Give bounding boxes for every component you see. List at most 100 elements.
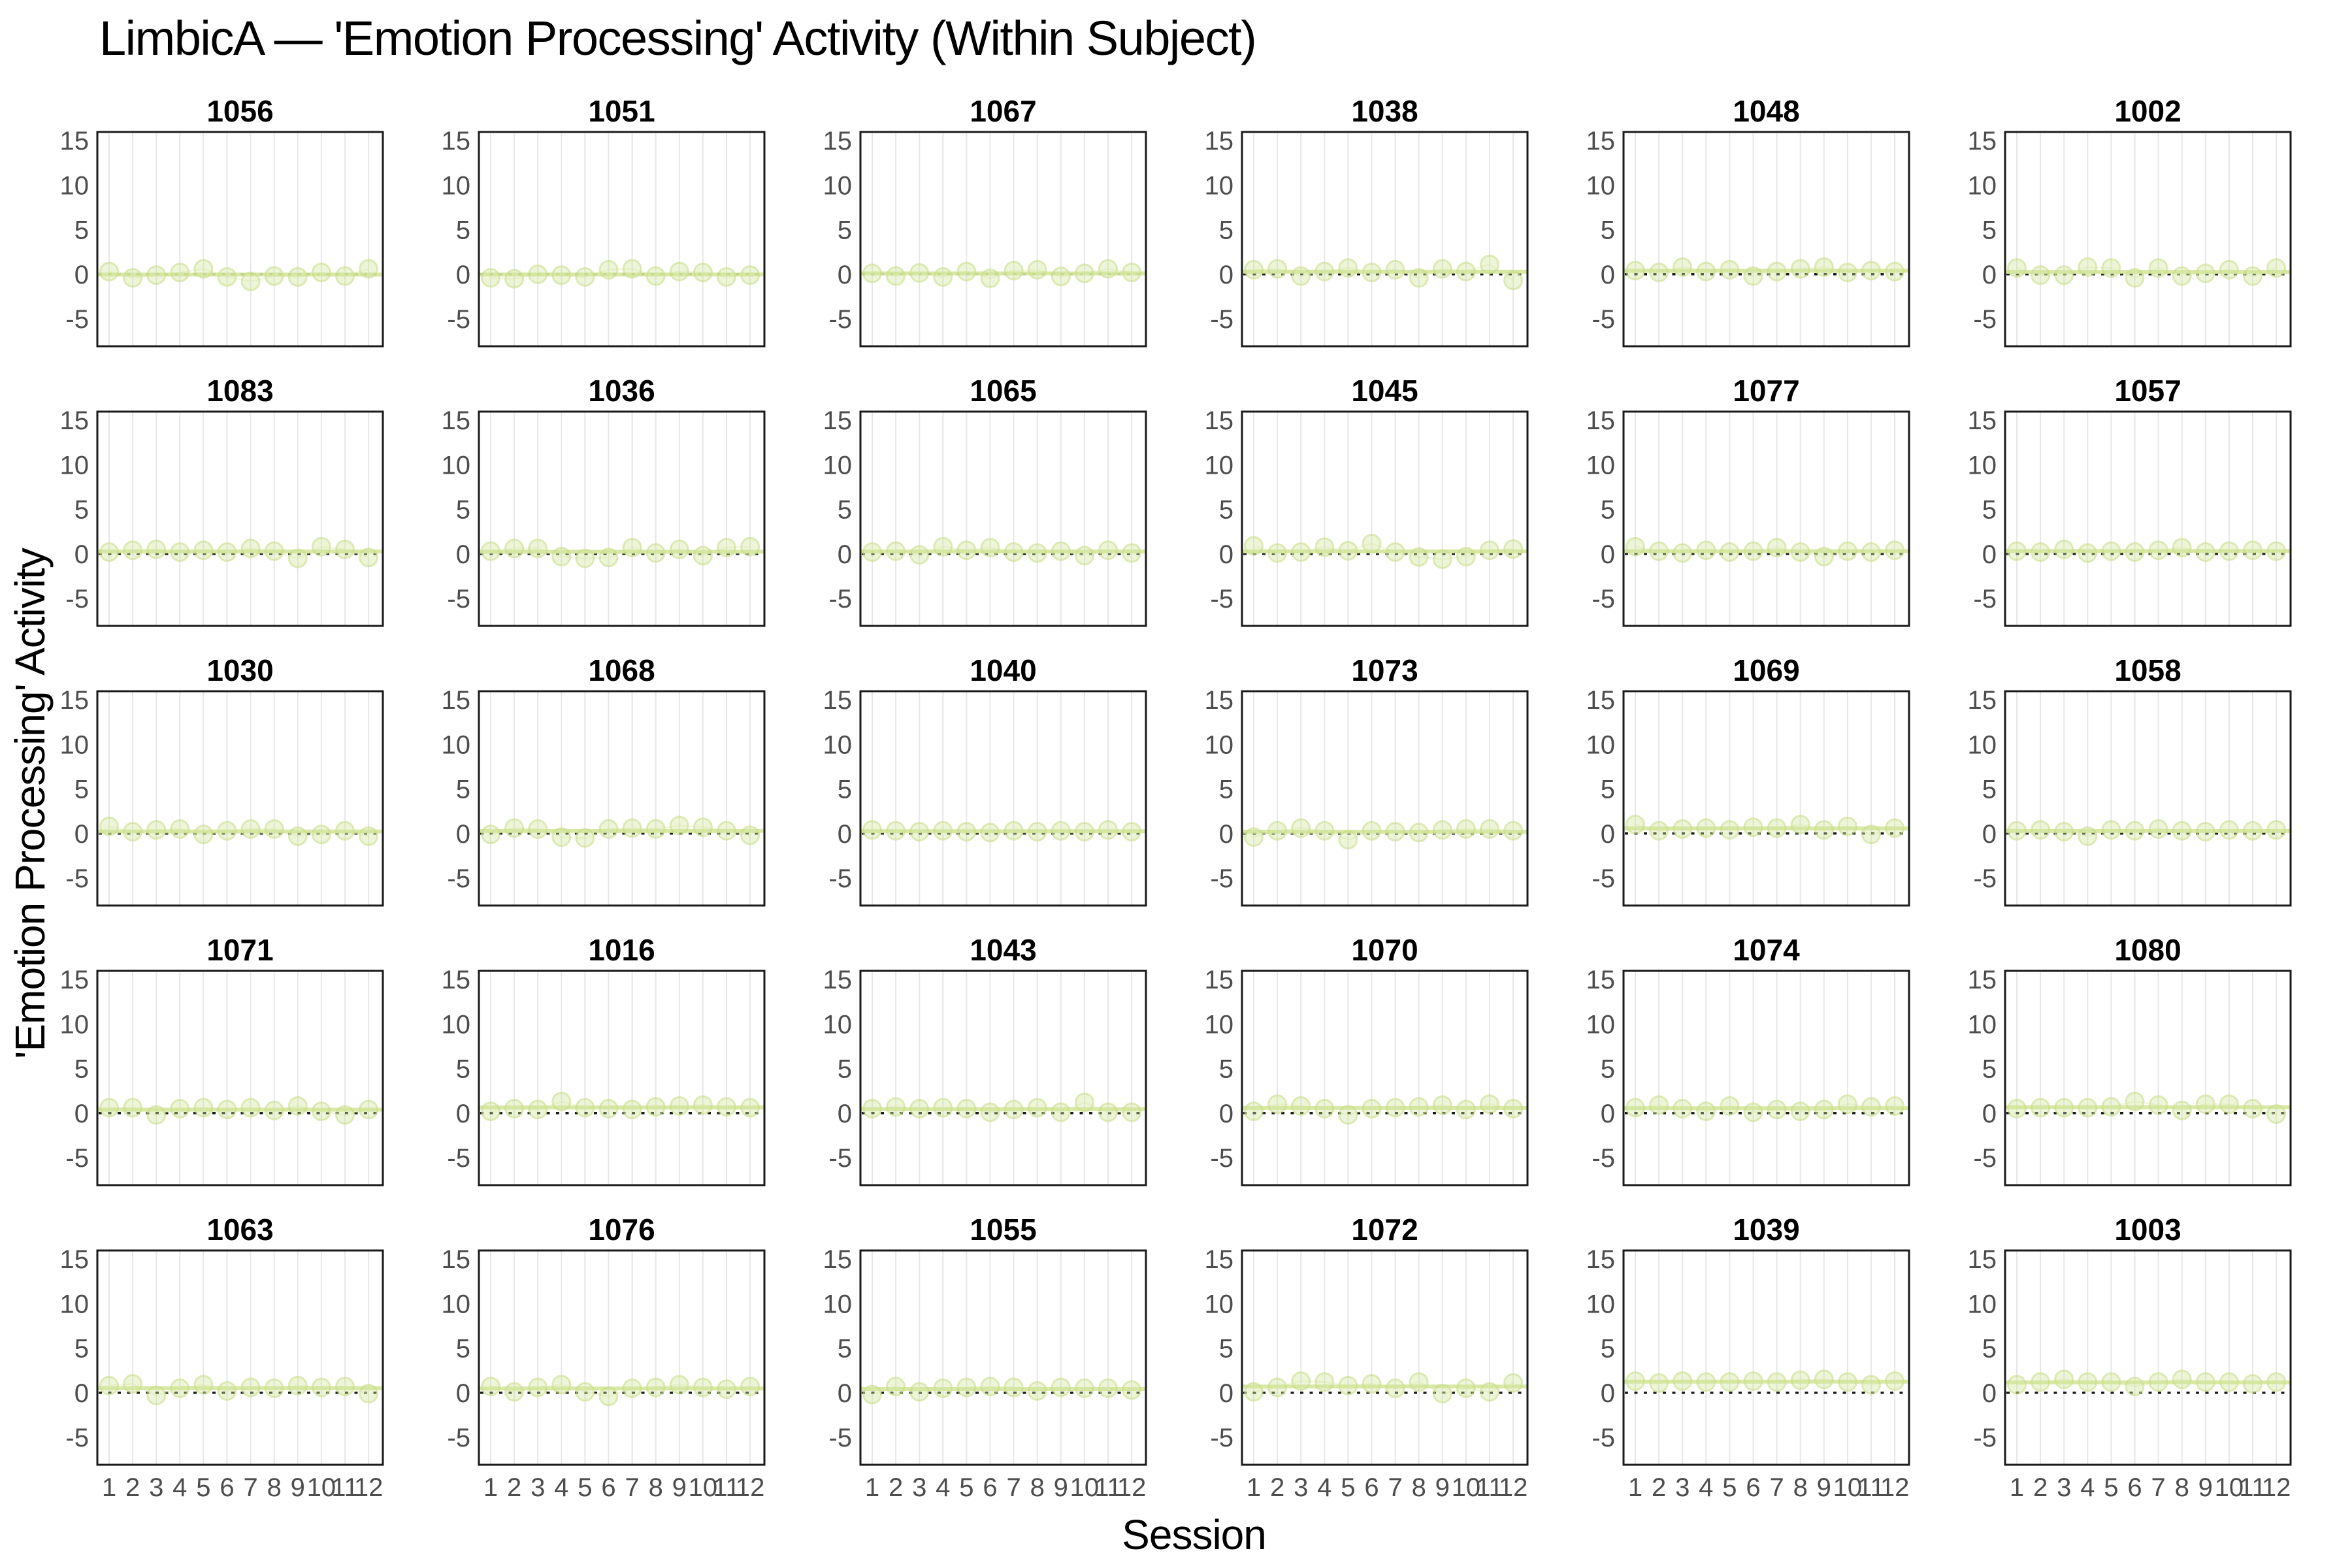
x-tick-label: 7 (1388, 1473, 1402, 1502)
data-point (1696, 818, 1716, 838)
connector-line (490, 825, 751, 839)
facet-panel-1048: 1048 15 10 5 0 -5 (1586, 94, 1910, 348)
data-point (1338, 1105, 1358, 1125)
panel-title: 1048 (1733, 94, 1799, 128)
data-point (99, 261, 119, 282)
data-point (1503, 821, 1524, 841)
data-point (956, 1098, 977, 1119)
data-point (2172, 266, 2192, 286)
data-point (740, 1377, 760, 1397)
data-point (956, 261, 977, 282)
data-point (1409, 1372, 1429, 1392)
data-point (2078, 826, 2098, 846)
data-point (693, 1377, 713, 1397)
data-point (1649, 821, 1669, 841)
data-point (1480, 1382, 1499, 1402)
y-tick-label: 5 (838, 776, 852, 804)
data-point (335, 266, 355, 286)
y-tick-label: 0 (1982, 1100, 1997, 1128)
y-tick-label: 15 (60, 966, 90, 994)
panel-border (96, 1249, 384, 1466)
data-point (217, 267, 237, 287)
x-tick-label: 3 (1294, 1473, 1308, 1502)
facet-panel-1070: 1070 15 10 5 0 -5 (1205, 933, 1529, 1186)
facet-panel-1058: 1058 15 10 5 0 -5 (1968, 653, 2292, 907)
data-point (2243, 821, 2262, 841)
data-point (1625, 1371, 1645, 1392)
data-point (1649, 263, 1669, 283)
data-point (717, 1097, 736, 1117)
data-point (598, 259, 619, 280)
panel-border (478, 1249, 766, 1466)
panel-title: 1076 (588, 1213, 655, 1247)
x-tick-label: 7 (243, 1473, 257, 1502)
data-point (2219, 820, 2239, 840)
data-point (551, 546, 572, 566)
data-point (693, 546, 713, 566)
y-tick-label: 15 (60, 686, 90, 715)
panel-title: 1071 (206, 933, 273, 967)
data-point (264, 819, 284, 839)
x-tick-label: 6 (983, 1473, 997, 1502)
facet-panel-1040: 1040 15 10 5 0 -5 (823, 653, 1147, 907)
data-point (2266, 820, 2287, 840)
data-point (1004, 1377, 1024, 1397)
x-tick-label: 5 (196, 1473, 210, 1502)
x-tick-label: 2 (125, 1473, 140, 1502)
data-point (1790, 815, 1810, 835)
data-point (1456, 261, 1476, 282)
data-point (1004, 821, 1024, 841)
y-tick-label: 15 (1586, 127, 1616, 155)
x-tick-label: 5 (2104, 1473, 2118, 1502)
data-point (622, 1100, 642, 1120)
y-tick-label: 15 (823, 127, 853, 155)
data-point (123, 540, 143, 561)
y-tick-label: -5 (828, 1144, 852, 1173)
data-point (598, 819, 619, 839)
data-point (2195, 263, 2215, 284)
data-point (481, 541, 500, 561)
panel-border (2004, 410, 2292, 627)
panel-title: 1069 (1733, 653, 1799, 687)
data-point (240, 1098, 261, 1118)
x-tick-label: 8 (1030, 1473, 1045, 1502)
data-point (1720, 1096, 1740, 1116)
panel-title: 1045 (1351, 374, 1418, 408)
y-tick-label: 0 (74, 540, 89, 569)
y-tick-label: 10 (442, 730, 471, 759)
y-tick-label: 5 (1601, 496, 1615, 525)
data-point (2054, 539, 2074, 559)
x-tick-label: 3 (912, 1473, 926, 1502)
y-tick-label: 10 (823, 451, 853, 480)
x-tick-label: 3 (1675, 1473, 1690, 1502)
data-point (504, 538, 525, 559)
y-tick-label: 5 (1982, 496, 1997, 525)
data-point (551, 1092, 572, 1112)
data-point (862, 1384, 882, 1405)
data-point (933, 267, 953, 287)
data-point (1338, 1375, 1358, 1396)
data-point (1767, 538, 1787, 558)
facet-panel-1030: 1030 15 10 5 0 -5 (60, 653, 384, 907)
data-point (240, 819, 261, 839)
data-point (909, 1098, 930, 1119)
data-point (717, 821, 736, 841)
data-point (2031, 542, 2051, 563)
x-tick-label: 11 (2239, 1473, 2266, 1502)
data-point (1885, 540, 1905, 561)
data-point (1385, 1378, 1405, 1398)
y-tick-label: 10 (1205, 171, 1234, 200)
panel-border (859, 410, 1147, 627)
y-tick-label: 0 (838, 1100, 852, 1128)
data-point (909, 263, 930, 283)
facet-panel-1002: 1002 15 10 5 0 -5 (1968, 94, 2292, 348)
data-point (1720, 820, 1740, 840)
data-point (1267, 1094, 1288, 1115)
data-point (146, 539, 167, 559)
facet-panel-1043: 1043 15 10 5 0 -5 (823, 933, 1147, 1186)
x-tick-label: 12 (736, 1473, 765, 1502)
y-tick-label: -5 (447, 585, 470, 613)
x-tick-label: 8 (649, 1473, 663, 1502)
data-point (575, 267, 595, 287)
